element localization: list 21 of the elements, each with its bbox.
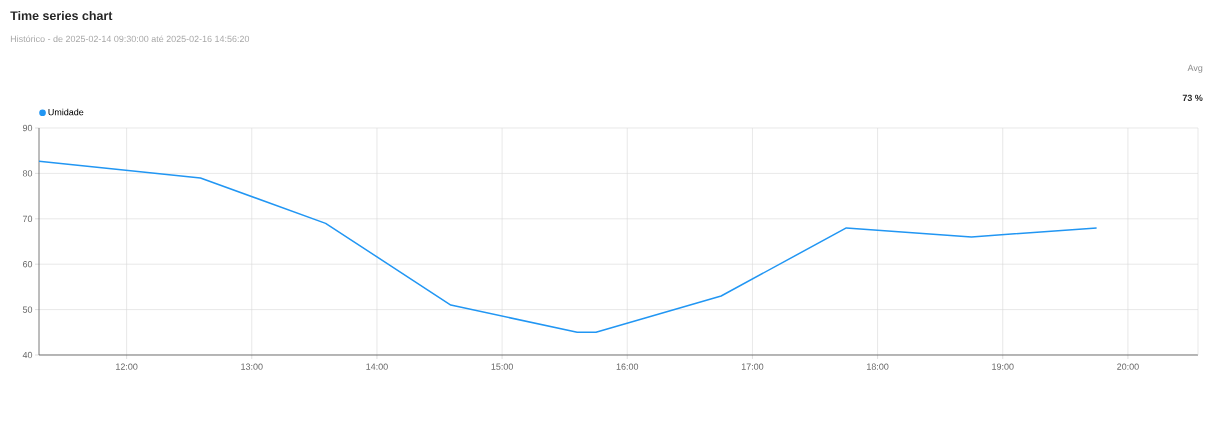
line-series bbox=[39, 160, 1098, 334]
x-tick-label: 17:00 bbox=[741, 363, 764, 370]
x-tick-label: 12:00 bbox=[116, 363, 138, 370]
chart-subtitle: Histórico - de 2025-02-14 09:30:00 até 2025-02-16 14:56:20 bbox=[10, 35, 250, 43]
x-tick-label: 15:00 bbox=[491, 363, 513, 370]
y-tick-label: 50 bbox=[22, 306, 33, 313]
y-tick-label: 60 bbox=[22, 261, 33, 268]
x-tick-label: 14:00 bbox=[366, 363, 388, 370]
x-tick-label: 19:00 bbox=[992, 363, 1014, 370]
text: Avg bbox=[1187, 64, 1203, 73]
x-tick-label: 13:00 bbox=[241, 363, 263, 370]
y-tick-label: 90 bbox=[22, 124, 33, 132]
y-tick-label: 70 bbox=[22, 215, 33, 222]
legend-label: Umidade bbox=[48, 108, 84, 116]
y-tick-label: 80 bbox=[22, 170, 33, 177]
x-tick-label: 16:00 bbox=[616, 363, 639, 370]
x-tick-label: 20:00 bbox=[1117, 363, 1139, 370]
x-tick-label: 18:00 bbox=[867, 363, 889, 370]
text: 73 % bbox=[1182, 94, 1203, 102]
y-tick-label: 40 bbox=[22, 351, 33, 359]
chart-title: Time series chart bbox=[10, 10, 113, 21]
